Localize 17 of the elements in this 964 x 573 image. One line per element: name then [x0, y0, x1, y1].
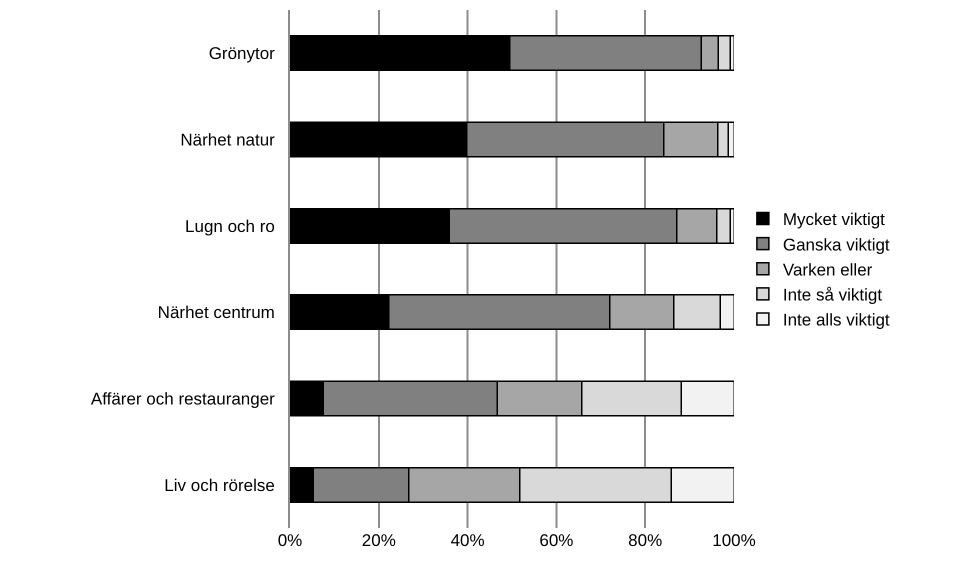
x-tick-label: 80%: [628, 531, 662, 550]
x-tick-label: 100%: [712, 531, 756, 550]
y-tick-label: Liv och rörelse: [164, 476, 275, 495]
legend-label: Varken eller: [782, 260, 873, 280]
legend-label: Ganska viktigt: [782, 235, 890, 254]
legend-label: Inte alls viktigt: [782, 310, 890, 330]
legend-label: Mycket viktigt: [782, 210, 886, 230]
x-tick-label: 40%: [450, 531, 485, 550]
y-tick-label: Närhet natur: [180, 130, 276, 150]
x-tick-label: 20%: [362, 531, 396, 550]
y-tick-label: Närhet centrum: [158, 303, 275, 322]
x-tick-label: 60%: [539, 531, 574, 550]
y-tick-label: Lugn och ro: [185, 216, 275, 236]
x-tick-label: 0%: [278, 531, 302, 550]
legend-label: Inte så viktigt: [782, 285, 882, 304]
y-tick-label: Grönytor: [208, 44, 276, 64]
y-tick-label: Affärer och restauranger: [90, 389, 276, 408]
